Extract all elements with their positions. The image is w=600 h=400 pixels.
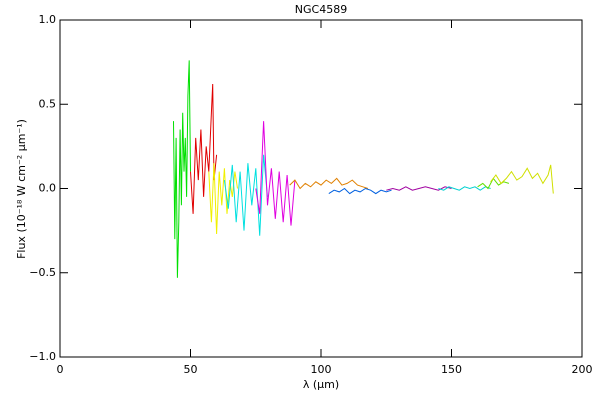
x-tick-label: 100 [311, 363, 332, 376]
spectrum-line [328, 187, 392, 195]
y-tick-label: 0.0 [39, 182, 57, 195]
spectrum-line [223, 154, 268, 236]
x-tick-label: 50 [184, 363, 198, 376]
y-tick-label: 0.5 [39, 97, 57, 110]
spectrum-line [490, 164, 554, 194]
y-tick-label: 1.0 [39, 13, 57, 26]
spectrum-line [190, 83, 218, 214]
y-tick-label: −1.0 [29, 350, 56, 363]
x-tick-label: 150 [441, 363, 462, 376]
x-axis-label: λ (μm) [303, 378, 339, 391]
spectrum-line [438, 186, 491, 191]
chart-title: NGC4589 [295, 3, 347, 16]
spectrum-line [289, 177, 369, 190]
spectrum-line [208, 163, 238, 235]
plot-frame [59, 19, 583, 358]
y-axis-label: Flux (10⁻¹⁸ W cm⁻² μm⁻¹) [15, 119, 28, 259]
y-tick-label: −0.5 [29, 266, 56, 279]
spectrum-line [173, 60, 191, 278]
x-tick-label: 200 [572, 363, 593, 376]
x-tick-label: 0 [57, 363, 64, 376]
spectrum-line [255, 121, 296, 226]
